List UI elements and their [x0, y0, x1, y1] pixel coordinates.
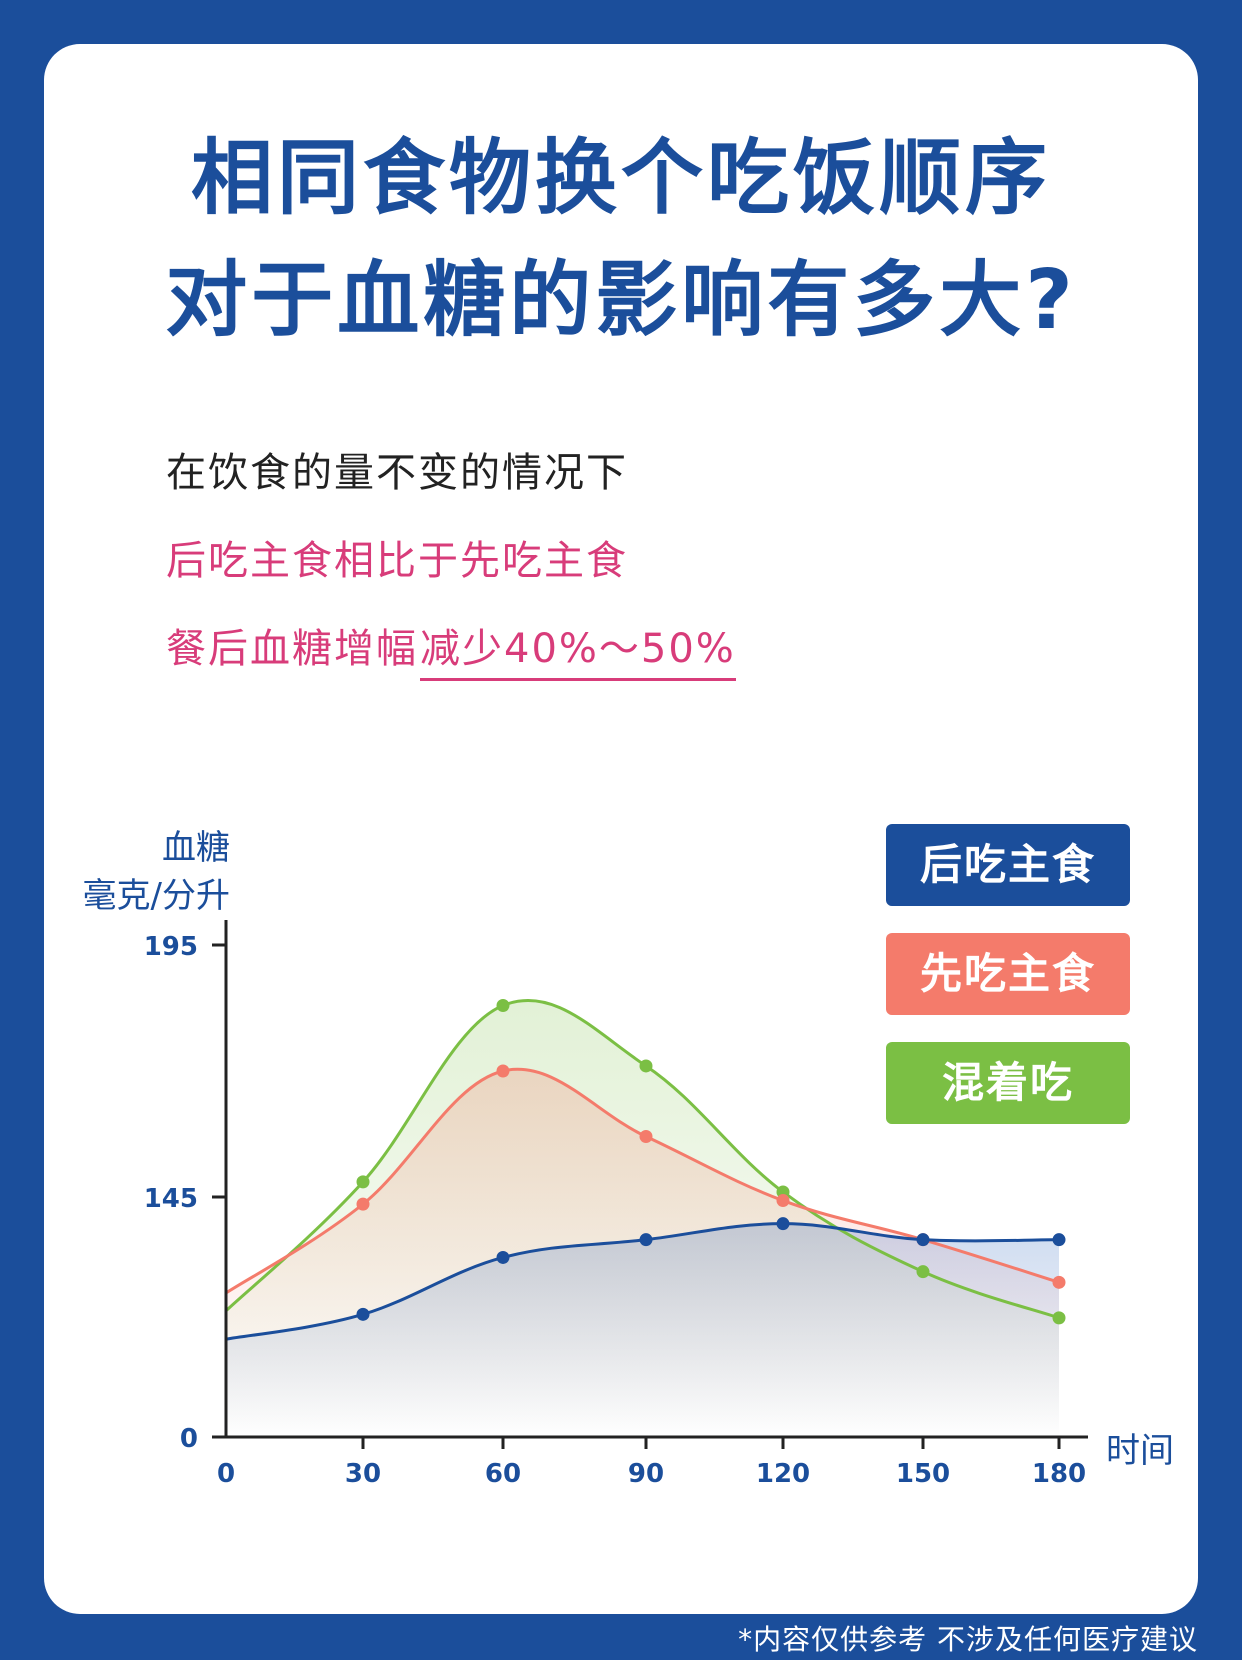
subtitle-line-1: 在饮食的量不变的情况下: [166, 450, 628, 496]
x-axis-label: 时间: [1106, 1431, 1174, 1471]
series-2-point-6: [1052, 1275, 1066, 1289]
legend-item-series-3: 混着吃: [886, 1042, 1130, 1124]
x-tick-label-2: 60: [485, 1459, 521, 1489]
y-tick-label-1: 145: [144, 1184, 198, 1214]
series-1-point-2: [496, 1250, 510, 1264]
subtitle-highlight: 减少40%～50%: [420, 616, 736, 681]
subtitle-line-3: 餐后血糖增幅减少40%～50%: [166, 616, 736, 681]
series-2-point-3: [639, 1130, 653, 1144]
subtitle-line-2: 后吃主食相比于先吃主食: [166, 538, 628, 584]
x-tick-label-3: 90: [628, 1459, 664, 1489]
y-tick-label-0: 0: [180, 1424, 198, 1454]
series-1-point-5: [916, 1233, 930, 1247]
series-3-point-5: [916, 1265, 930, 1279]
x-tick-label-6: 180: [1032, 1459, 1086, 1489]
x-tick-label-1: 30: [345, 1459, 381, 1489]
series-1-point-3: [639, 1233, 653, 1247]
legend-item-series-2: 先吃主食: [886, 933, 1130, 1015]
page-title: 相同食物换个吃饭顺序 对于血糖的影响有多大?: [0, 118, 1242, 362]
series-area-1: [226, 1223, 1059, 1437]
series-1-point-4: [776, 1217, 790, 1231]
footer-disclaimer: *内容仅供参考 不涉及任何医疗建议: [738, 1623, 1198, 1656]
series-1-point-1: [356, 1307, 370, 1321]
legend-item-series-1: 后吃主食: [886, 824, 1130, 906]
x-tick-label-0: 0: [217, 1459, 235, 1489]
series-3-point-2: [496, 998, 510, 1012]
series-2-point-2: [496, 1064, 510, 1078]
y-axis-label-line-2: 毫克/分升: [82, 876, 230, 916]
y-tick-label-2: 195: [144, 932, 198, 962]
subtitle-line-3-prefix: 餐后血糖增幅: [166, 626, 418, 672]
series-2-point-1: [356, 1197, 370, 1211]
y-axis-label-line-1: 血糖: [162, 828, 230, 868]
series-3-point-3: [639, 1059, 653, 1073]
series-2-point-4: [776, 1194, 790, 1208]
series-3-point-1: [356, 1175, 370, 1189]
x-tick-label-5: 150: [896, 1459, 950, 1489]
x-tick-label-4: 120: [756, 1459, 810, 1489]
series-3-point-6: [1052, 1311, 1066, 1325]
title-line-1: 相同食物换个吃饭顺序: [190, 131, 1051, 226]
series-1-point-6: [1052, 1233, 1066, 1247]
title-line-2: 对于血糖的影响有多大?: [165, 253, 1077, 348]
